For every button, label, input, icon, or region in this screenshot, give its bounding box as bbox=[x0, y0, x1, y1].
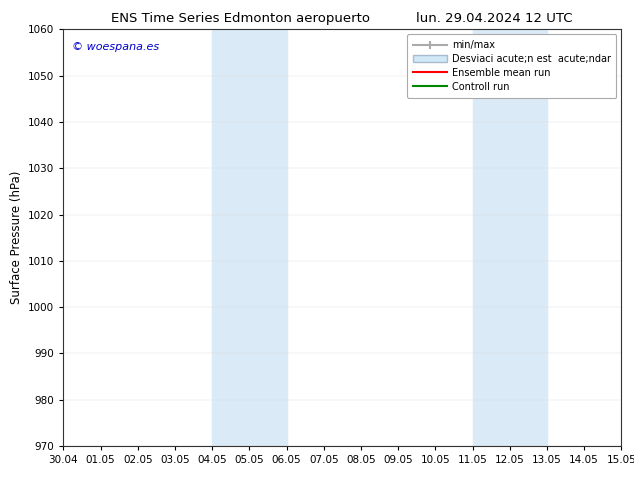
Text: © woespana.es: © woespana.es bbox=[72, 42, 159, 52]
Bar bbox=[472, 29, 547, 446]
Text: lun. 29.04.2024 12 UTC: lun. 29.04.2024 12 UTC bbox=[417, 12, 573, 25]
Bar bbox=[212, 29, 287, 446]
Y-axis label: Surface Pressure (hPa): Surface Pressure (hPa) bbox=[10, 171, 23, 304]
Text: ENS Time Series Edmonton aeropuerto: ENS Time Series Edmonton aeropuerto bbox=[112, 12, 370, 25]
Legend: min/max, Desviaci acute;n est  acute;ndar, Ensemble mean run, Controll run: min/max, Desviaci acute;n est acute;ndar… bbox=[407, 34, 616, 98]
